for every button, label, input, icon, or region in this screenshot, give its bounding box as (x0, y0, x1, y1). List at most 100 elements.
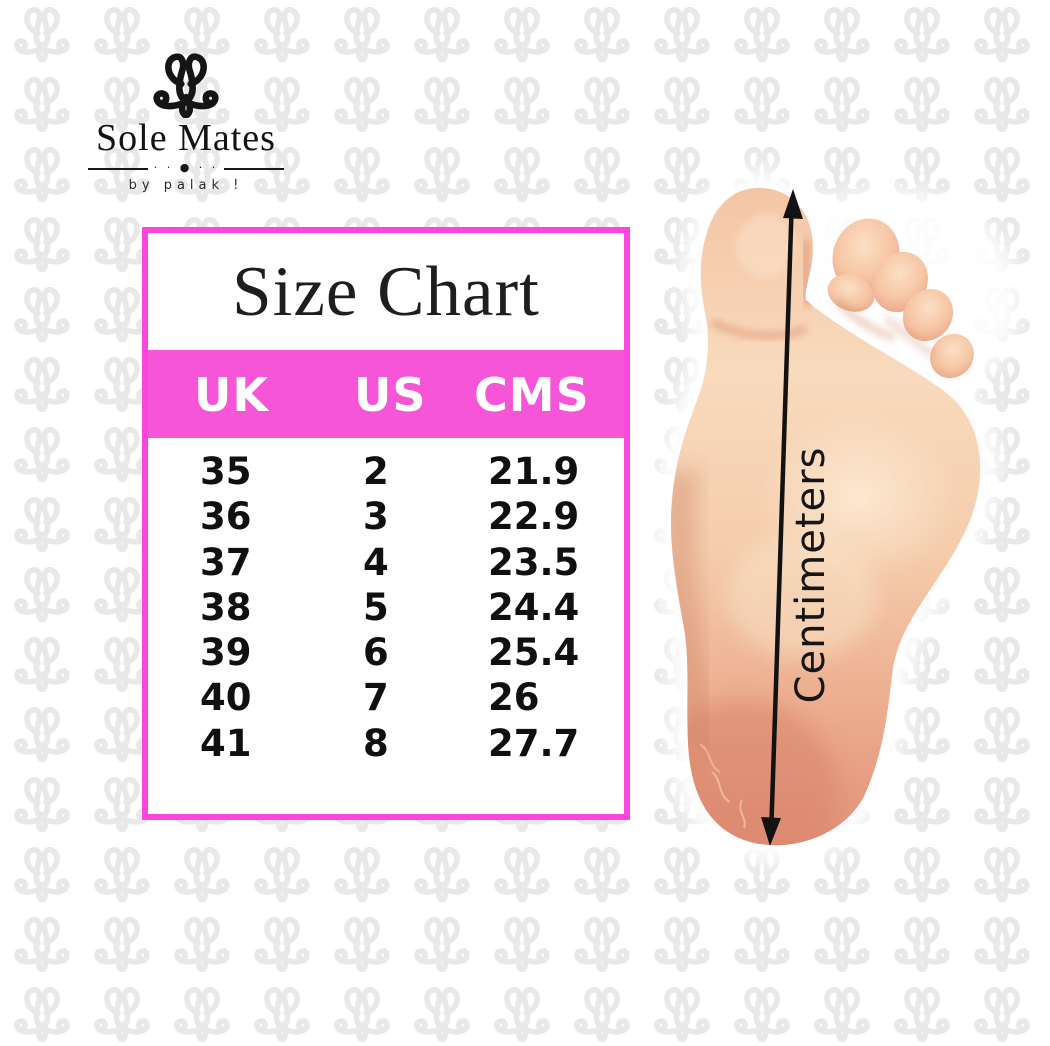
watermark-monogram-icon (10, 494, 74, 552)
watermark-monogram-icon (10, 984, 74, 1042)
watermark-monogram-icon (570, 74, 634, 132)
brand-name: Sole Mates (96, 117, 276, 159)
arrow-label: Centimeters (788, 447, 834, 704)
watermark-monogram-icon (570, 914, 634, 972)
brand-monogram-icon (147, 50, 225, 118)
watermark-monogram-icon (650, 914, 714, 972)
watermark-monogram-icon (970, 914, 1034, 972)
cell-us: 5 (363, 585, 389, 629)
foot-toes (827, 218, 974, 379)
cell-uk: 39 (200, 631, 252, 675)
watermark-monogram-icon (490, 74, 554, 132)
cell-uk: 40 (200, 676, 252, 720)
watermark-monogram-icon (10, 214, 74, 272)
watermark-monogram-icon (890, 914, 954, 972)
cell-uk: 35 (200, 450, 252, 493)
watermark-monogram-icon (650, 74, 714, 132)
watermark-monogram-icon (10, 424, 74, 482)
watermark-monogram-icon (730, 74, 794, 132)
size-chart-card: Size Chart UK US CMS 35 2 21.9 36 3 22.9… (142, 227, 630, 820)
watermark-monogram-icon (330, 844, 394, 902)
watermark-monogram-icon (410, 844, 474, 902)
table-row: 36 3 22.9 (148, 494, 624, 539)
brand-logo: Sole Mates · · ● · · by palak ! (84, 50, 288, 193)
cell-us: 4 (363, 540, 389, 584)
table-row: 35 2 21.9 (148, 449, 624, 494)
watermark-monogram-icon (970, 74, 1034, 132)
cell-cms: 23.5 (488, 540, 580, 584)
arrowhead-down (761, 817, 781, 846)
measurement-arrow (761, 189, 803, 846)
table-row: 38 5 24.4 (148, 585, 624, 630)
table-row: 37 4 23.5 (148, 540, 624, 585)
cell-cms: 25.4 (488, 631, 580, 675)
table-row: 40 7 26 (148, 675, 624, 720)
watermark-monogram-icon (90, 914, 154, 972)
watermark-monogram-icon (570, 984, 634, 1042)
watermark-monogram-icon (10, 564, 74, 622)
cell-us: 2 (363, 450, 389, 493)
watermark-monogram-icon (170, 984, 234, 1042)
watermark-monogram-icon (890, 984, 954, 1042)
divider-line-left (87, 167, 148, 171)
watermark-monogram-icon (10, 844, 74, 902)
watermark-monogram-icon (410, 4, 474, 62)
watermark-monogram-icon (730, 914, 794, 972)
divider-line-right (224, 167, 285, 171)
cell-us: 8 (363, 721, 389, 765)
cell-cms: 26 (488, 676, 540, 720)
cell-us: 6 (363, 631, 389, 675)
cell-uk: 36 (200, 495, 252, 539)
watermark-monogram-icon (10, 284, 74, 342)
watermark-monogram-icon (650, 4, 714, 62)
watermark-monogram-icon (970, 4, 1034, 62)
watermark-monogram-icon (10, 774, 74, 832)
size-chart-title: Size Chart (232, 253, 540, 331)
table-row: 39 6 25.4 (148, 630, 624, 675)
arrowhead-up (783, 189, 803, 219)
watermark-monogram-icon (810, 74, 874, 132)
watermark-monogram-icon (810, 984, 874, 1042)
watermark-monogram-icon (410, 74, 474, 132)
watermark-monogram-icon (330, 4, 394, 62)
watermark-monogram-icon (170, 844, 234, 902)
watermark-monogram-icon (10, 144, 74, 202)
watermark-monogram-icon (90, 844, 154, 902)
foot-illustration: Centimeters (653, 170, 1020, 863)
watermark-monogram-icon (490, 144, 554, 202)
watermark-monogram-icon (730, 4, 794, 62)
column-header-cms: CMS (474, 368, 590, 422)
cell-us: 3 (363, 495, 389, 539)
watermark-monogram-icon (250, 844, 314, 902)
watermark-monogram-icon (250, 984, 314, 1042)
column-header-uk: UK (194, 368, 269, 422)
cell-uk: 41 (200, 721, 252, 765)
cell-cms: 22.9 (488, 495, 580, 539)
cell-uk: 38 (200, 585, 252, 629)
watermark-monogram-icon (410, 914, 474, 972)
watermark-monogram-icon (410, 984, 474, 1042)
watermark-monogram-icon (490, 984, 554, 1042)
brand-tagline: by palak ! (128, 178, 244, 193)
watermark-monogram-icon (970, 984, 1034, 1042)
column-header-us: US (354, 368, 427, 422)
watermark-monogram-icon (330, 74, 394, 132)
table-row: 41 8 27.7 (148, 721, 624, 766)
watermark-monogram-icon (490, 844, 554, 902)
size-chart-header-row: UK US CMS (148, 350, 624, 438)
watermark-monogram-icon (890, 4, 954, 62)
watermark-monogram-icon (730, 984, 794, 1042)
cell-uk: 37 (200, 540, 252, 584)
watermark-monogram-icon (10, 634, 74, 692)
watermark-monogram-icon (490, 914, 554, 972)
watermark-monogram-icon (650, 984, 714, 1042)
watermark-monogram-icon (10, 704, 74, 762)
watermark-monogram-icon (490, 4, 554, 62)
watermark-monogram-icon (810, 914, 874, 972)
divider-dots-icon: · · ● · · (153, 161, 219, 174)
cell-cms: 24.4 (488, 585, 580, 629)
watermark-monogram-icon (410, 144, 474, 202)
watermark-monogram-icon (10, 354, 74, 412)
watermark-monogram-icon (10, 74, 74, 132)
watermark-monogram-icon (810, 4, 874, 62)
